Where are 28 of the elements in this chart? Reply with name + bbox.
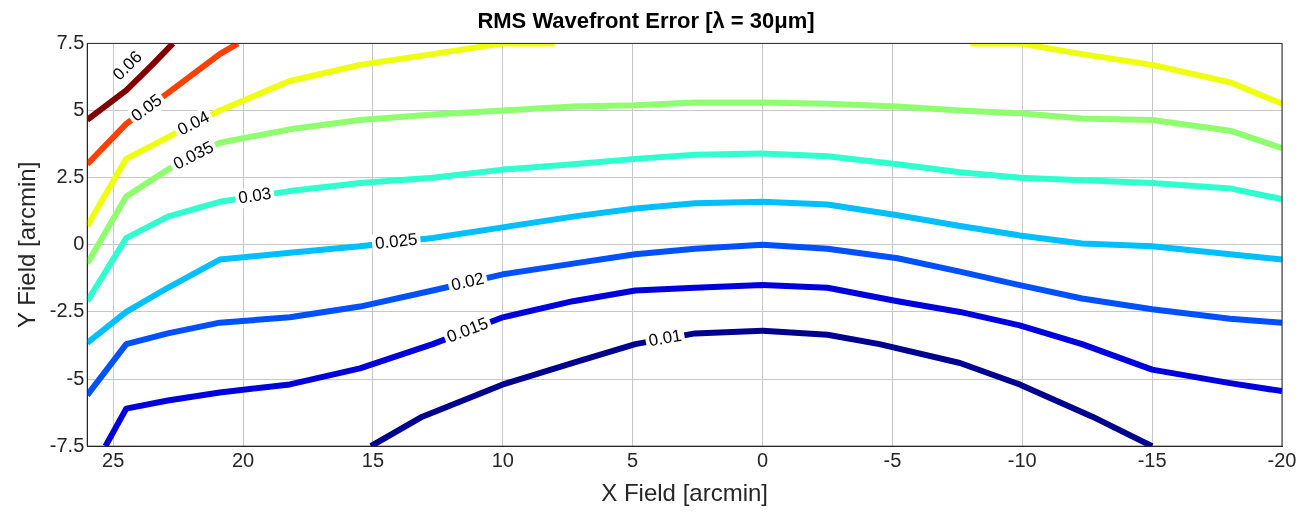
text: 0.015 — [444, 313, 491, 347]
x-tick-label: -20 — [1267, 448, 1297, 471]
text: 0.025 — [374, 229, 419, 254]
text: 0.03 — [236, 183, 273, 208]
text: 0.04 — [174, 107, 213, 140]
y-axis-title: Y Field [arcmin] — [13, 161, 41, 328]
y-tick-label: -7.5 — [49, 433, 85, 456]
y-tick-label: 5 — [73, 98, 85, 121]
text: 0.02 — [449, 268, 486, 295]
x-tick-label: 10 — [491, 448, 514, 471]
text: 0.05 — [127, 90, 166, 126]
x-tick-label: -5 — [883, 448, 902, 471]
x-tick-label: 15 — [361, 448, 385, 471]
y-tick-label: 2.5 — [56, 165, 85, 188]
y-tick-label: -5 — [66, 366, 85, 389]
x-tick-label: 20 — [231, 448, 255, 471]
y-tick-label: 7.5 — [56, 30, 85, 53]
x-axis-title: X Field [arcmin] — [601, 479, 768, 507]
x-tick-label: 5 — [627, 448, 639, 471]
text: 0.035 — [170, 137, 217, 174]
x-tick-label: -15 — [1137, 448, 1167, 471]
y-tick-label: 0 — [73, 232, 85, 255]
text: 0.01 — [647, 325, 683, 351]
x-tick-label: -10 — [1007, 448, 1037, 471]
y-tick-label: -2.5 — [49, 299, 85, 322]
chart-title: RMS Wavefront Error [λ = 30μm] — [477, 8, 815, 34]
x-tick-label: 0 — [756, 448, 769, 471]
x-tick-label: 25 — [102, 448, 125, 471]
